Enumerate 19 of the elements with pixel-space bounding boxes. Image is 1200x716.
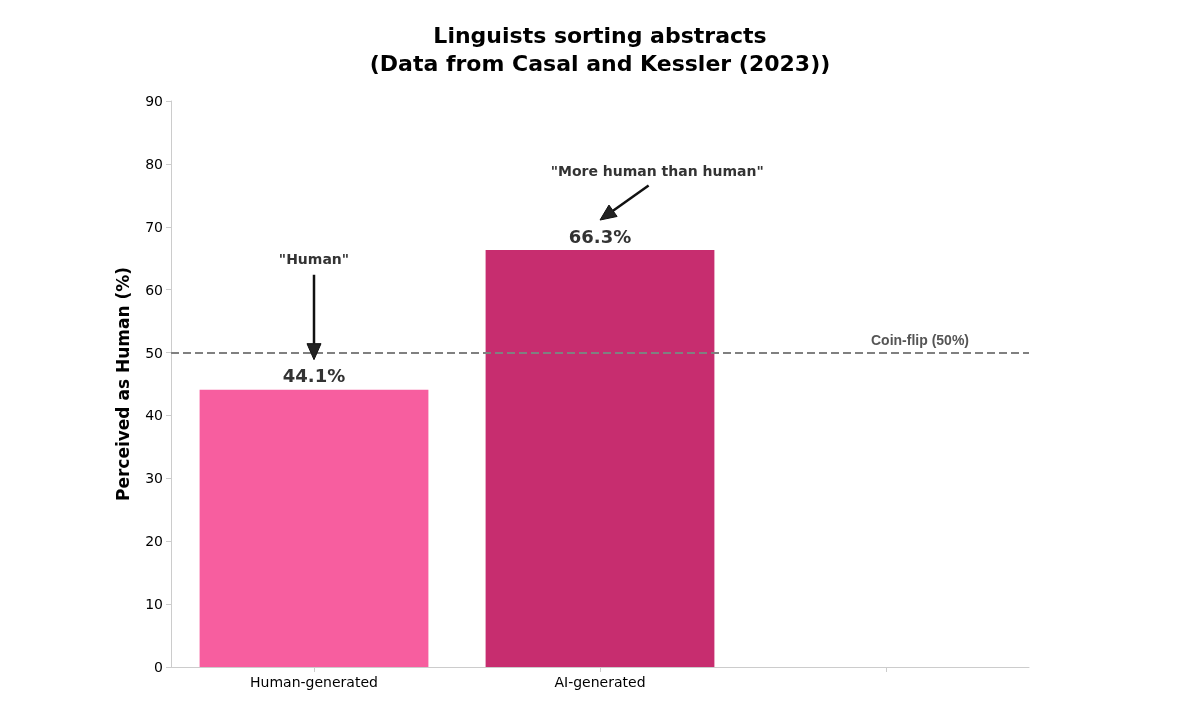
y-tick-label: 50: [145, 344, 163, 361]
x-tick-label: AI-generated: [554, 674, 646, 690]
annotation: "More human than human": [550, 163, 764, 180]
ref-line-label: Coin-flip (50%): [871, 331, 969, 348]
annotation: "Human": [278, 250, 350, 267]
y-tick-label: 40: [145, 407, 163, 424]
y-tick-label: 30: [145, 470, 163, 487]
y-tick-label: 70: [145, 218, 163, 235]
data-label: 44.1%: [282, 365, 346, 387]
y-tick-label: 20: [145, 533, 163, 550]
x-tick-label: Human-generated: [250, 674, 378, 690]
chart-title: Linguists sorting abstracts (Data from Casal and Kessler (2023)): [369, 22, 831, 76]
y-axis-title: Perceived as Human (%): [112, 266, 133, 502]
y-tick-label: 10: [145, 596, 163, 613]
y-tick-label: 80: [145, 155, 163, 172]
data-label: 66.3%: [568, 225, 632, 247]
y-tick-label: 60: [145, 281, 163, 298]
y-tick-label: 90: [145, 93, 163, 109]
y-tick-label: 0: [154, 659, 163, 675]
